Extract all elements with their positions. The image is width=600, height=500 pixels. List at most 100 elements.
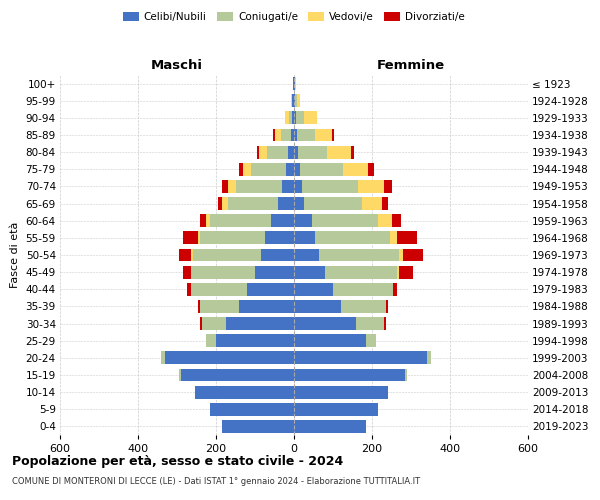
Bar	[239, 163, 244, 175]
Bar	[200, 317, 202, 330]
Bar	[319, 248, 400, 262]
Bar	[210, 214, 271, 227]
Bar	[362, 197, 382, 210]
Bar	[191, 248, 193, 262]
Bar	[228, 180, 235, 193]
Bar	[265, 232, 294, 244]
Bar	[288, 146, 294, 158]
Bar	[343, 163, 368, 175]
Bar	[244, 163, 251, 175]
Bar	[179, 248, 191, 262]
Bar	[333, 283, 394, 296]
Bar	[400, 266, 413, 278]
Bar	[218, 197, 222, 210]
Bar	[294, 128, 297, 141]
Bar	[206, 214, 210, 227]
Bar	[199, 300, 200, 313]
Bar	[405, 368, 407, 382]
Bar	[366, 334, 376, 347]
Bar	[286, 163, 294, 175]
Bar	[314, 128, 332, 141]
Bar	[275, 128, 281, 141]
Bar	[255, 266, 294, 278]
Bar	[386, 300, 388, 313]
Bar	[397, 266, 400, 278]
Bar	[332, 128, 334, 141]
Y-axis label: Fasce di età: Fasce di età	[10, 222, 20, 288]
Legend: Celibi/Nubili, Coniugati/e, Vedovi/e, Divorziati/e: Celibi/Nubili, Coniugati/e, Vedovi/e, Di…	[119, 8, 469, 26]
Bar	[294, 112, 296, 124]
Bar	[200, 214, 206, 227]
Bar	[200, 300, 239, 313]
Bar	[384, 180, 392, 193]
Bar	[350, 146, 355, 158]
Bar	[200, 232, 265, 244]
Bar	[304, 197, 362, 210]
Bar	[294, 300, 341, 313]
Bar	[199, 232, 200, 244]
Bar	[382, 197, 388, 210]
Bar	[294, 248, 319, 262]
Bar	[206, 334, 216, 347]
Bar	[193, 248, 261, 262]
Bar	[165, 352, 294, 364]
Bar	[294, 334, 366, 347]
Bar	[397, 232, 417, 244]
Text: Popolazione per età, sesso e stato civile - 2024: Popolazione per età, sesso e stato civil…	[12, 455, 343, 468]
Bar	[294, 180, 302, 193]
Bar	[311, 214, 378, 227]
Bar	[179, 368, 181, 382]
Bar	[294, 146, 298, 158]
Bar	[368, 163, 374, 175]
Bar	[239, 300, 294, 313]
Bar	[289, 112, 292, 124]
Bar	[281, 128, 291, 141]
Bar	[278, 197, 294, 210]
Bar	[294, 94, 295, 107]
Bar	[294, 163, 300, 175]
Bar	[294, 420, 366, 433]
Bar	[296, 112, 304, 124]
Bar	[251, 163, 286, 175]
Bar	[222, 180, 228, 193]
Bar	[291, 128, 294, 141]
Bar	[283, 180, 294, 193]
Bar	[302, 180, 358, 193]
Bar	[271, 214, 294, 227]
Bar	[183, 266, 191, 278]
Bar	[325, 266, 397, 278]
Text: Femmine: Femmine	[377, 58, 445, 71]
Bar	[295, 94, 297, 107]
Bar	[293, 77, 294, 90]
Bar	[294, 403, 378, 415]
Bar	[259, 146, 266, 158]
Bar	[294, 386, 388, 398]
Bar	[294, 368, 405, 382]
Bar	[403, 248, 422, 262]
Bar	[298, 146, 327, 158]
Bar	[161, 352, 165, 364]
Bar	[327, 146, 350, 158]
Bar	[294, 197, 304, 210]
Bar	[216, 334, 294, 347]
Bar	[294, 266, 325, 278]
Bar	[341, 300, 386, 313]
Bar	[191, 283, 247, 296]
Bar	[181, 368, 294, 382]
Bar	[294, 317, 356, 330]
Bar	[297, 94, 300, 107]
Bar	[356, 317, 384, 330]
Bar	[187, 283, 191, 296]
Bar	[304, 112, 317, 124]
Text: COMUNE DI MONTERONI DI LECCE (LE) - Dati ISTAT 1° gennaio 2024 - Elaborazione TU: COMUNE DI MONTERONI DI LECCE (LE) - Dati…	[12, 478, 420, 486]
Bar	[294, 283, 333, 296]
Bar	[183, 232, 199, 244]
Bar	[295, 77, 296, 90]
Bar	[294, 232, 316, 244]
Bar	[384, 317, 386, 330]
Bar	[392, 214, 401, 227]
Bar	[285, 112, 289, 124]
Bar	[222, 197, 228, 210]
Bar	[191, 266, 255, 278]
Bar	[316, 232, 389, 244]
